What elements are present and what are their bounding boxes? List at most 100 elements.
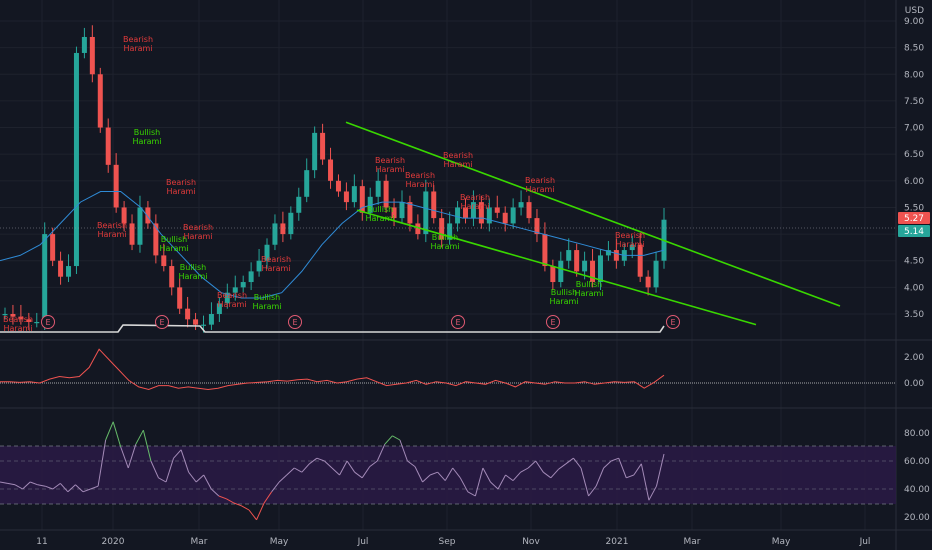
bearish-label-line1: Bearish bbox=[123, 35, 153, 44]
candle bbox=[463, 198, 469, 224]
time-tick: 2020 bbox=[102, 537, 125, 547]
rsi-segment bbox=[565, 457, 574, 465]
bearish-label-line2: Harami bbox=[405, 180, 434, 189]
rsi-segment bbox=[165, 458, 175, 483]
rsi-segment bbox=[520, 467, 529, 473]
rsi-segment bbox=[376, 443, 386, 462]
rsi-segment bbox=[226, 498, 235, 504]
rsi-segment bbox=[497, 474, 506, 490]
bullish-label-line1: Bullish bbox=[134, 128, 160, 137]
macd-tick: 2.00 bbox=[904, 353, 924, 363]
candle bbox=[137, 195, 143, 253]
rsi-segment bbox=[112, 421, 122, 448]
rsi-segment bbox=[505, 474, 514, 482]
rsi-segment bbox=[218, 495, 227, 500]
rsi-segment bbox=[142, 430, 152, 462]
rsi-segment bbox=[655, 453, 665, 487]
rsi-segment bbox=[90, 485, 99, 490]
time-tick: Jul bbox=[357, 537, 369, 547]
bearish-label-line2: Harami bbox=[97, 230, 126, 239]
prev-price-text: 5.14 bbox=[904, 227, 924, 237]
candle bbox=[375, 169, 381, 205]
rsi-segment bbox=[588, 485, 597, 497]
rsi-segment bbox=[188, 471, 197, 483]
candle bbox=[145, 201, 151, 229]
bullish-label-line2: Harami bbox=[365, 214, 394, 223]
rsi-segment bbox=[580, 467, 590, 497]
rsi-segment bbox=[278, 474, 288, 483]
rsi-segment bbox=[324, 460, 333, 469]
rsi-segment bbox=[67, 484, 76, 493]
candle bbox=[10, 304, 16, 325]
rsi-segment bbox=[233, 502, 242, 507]
candle bbox=[272, 214, 278, 251]
candle bbox=[248, 262, 254, 291]
trendline-lower[interactable] bbox=[356, 209, 757, 326]
rsi-segment bbox=[407, 460, 416, 468]
earnings-marker-label: E bbox=[45, 318, 50, 327]
candle bbox=[478, 195, 484, 229]
bearish-label-line1: Bearish bbox=[3, 315, 33, 324]
rsi-axis[interactable]: 80.00 60.00 40.00 20.00 bbox=[904, 429, 930, 523]
macd-pane bbox=[0, 348, 896, 391]
currency-label: USD bbox=[905, 6, 924, 16]
bearish-label-line2: Harami bbox=[123, 44, 152, 53]
earnings-marker[interactable]: E bbox=[155, 315, 169, 329]
time-tick: Mar bbox=[191, 537, 208, 547]
bullish-label-line2: Harami bbox=[178, 272, 207, 281]
rsi-segment bbox=[618, 458, 627, 478]
rsi-segment bbox=[59, 483, 69, 493]
candle bbox=[447, 211, 453, 245]
price-tick: 7.50 bbox=[904, 97, 924, 107]
time-tick: 11 bbox=[36, 537, 47, 547]
candle bbox=[177, 278, 183, 314]
candle bbox=[121, 201, 127, 232]
rsi-segment bbox=[173, 449, 182, 459]
bearish-label-line2: Harami bbox=[460, 202, 489, 211]
bearish-label-line2: Harami bbox=[525, 185, 554, 194]
candle bbox=[280, 211, 286, 243]
price-tick: 8.00 bbox=[904, 70, 924, 80]
earnings-marker[interactable]: E bbox=[666, 315, 680, 329]
earnings-marker-label: E bbox=[550, 318, 555, 327]
price-tick: 5.50 bbox=[904, 203, 924, 213]
candle bbox=[97, 67, 103, 133]
bearish-label-line2: Harami bbox=[615, 240, 644, 249]
candle bbox=[351, 174, 357, 208]
rsi-segment bbox=[180, 449, 190, 473]
earnings-marker[interactable]: E bbox=[41, 315, 55, 329]
rsi-segment bbox=[384, 435, 393, 445]
time-axis[interactable]: 11 2020 Mar May Jul Sep Nov 2021 Mar May Jul bbox=[36, 537, 870, 547]
rsi-tick: 40.00 bbox=[904, 485, 930, 495]
bearish-label-line1: Bearish bbox=[405, 171, 435, 180]
price-tick: 3.50 bbox=[904, 310, 924, 320]
bearish-label-line2: Harami bbox=[217, 300, 246, 309]
candle bbox=[328, 147, 334, 189]
bullish-label-line2: Harami bbox=[430, 242, 459, 251]
macd-axis[interactable]: 2.00 0.00 bbox=[904, 353, 924, 389]
earnings-marker[interactable]: E bbox=[288, 315, 302, 329]
price-tick: 8.50 bbox=[904, 44, 924, 54]
candle bbox=[526, 195, 532, 224]
rsi-segment bbox=[286, 467, 295, 476]
earnings-marker[interactable]: E bbox=[451, 315, 465, 329]
rsi-segment bbox=[595, 467, 605, 487]
rsi-tick: 20.00 bbox=[904, 513, 930, 523]
rsi-segment bbox=[354, 471, 363, 479]
bullish-label-line1: Bullish bbox=[576, 280, 602, 289]
candle bbox=[153, 214, 159, 264]
rsi-segment bbox=[339, 460, 348, 476]
rsi-segment bbox=[399, 439, 408, 462]
earnings-marker[interactable]: E bbox=[546, 315, 560, 329]
rsi-segment bbox=[97, 439, 107, 487]
candle bbox=[335, 174, 341, 197]
time-tick: Jul bbox=[859, 537, 871, 547]
rsi-segment bbox=[210, 488, 220, 497]
trendline-upper[interactable] bbox=[345, 121, 841, 307]
rsi-segment bbox=[30, 481, 38, 486]
price-pane: BearishHaramiBullishHaramiBearishHaramiB… bbox=[0, 25, 896, 333]
candle bbox=[256, 249, 262, 277]
time-tick: May bbox=[270, 537, 289, 547]
bearish-label-line1: Bearish bbox=[217, 291, 247, 300]
